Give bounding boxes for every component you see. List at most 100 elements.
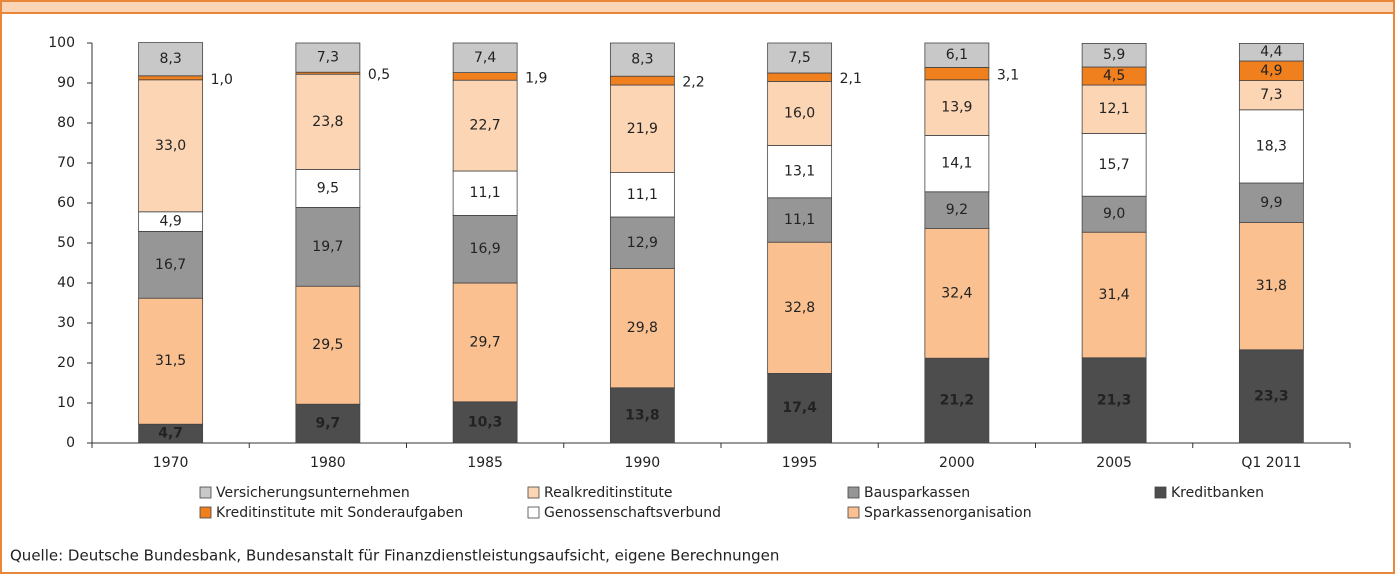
value-label: 13,1 bbox=[784, 164, 815, 180]
value-label: 7,4 bbox=[474, 50, 496, 66]
legend-label: Kreditbanken bbox=[1171, 485, 1264, 501]
value-label: 6,1 bbox=[946, 47, 968, 63]
value-label: 17,4 bbox=[782, 400, 817, 416]
bar-segment bbox=[924, 228, 990, 359]
value-label: 4,7 bbox=[158, 426, 183, 442]
bar-segment bbox=[1081, 43, 1147, 68]
x-tick-label: 1990 bbox=[625, 455, 661, 471]
y-tick-label: 100 bbox=[48, 35, 75, 51]
value-label: 1,9 bbox=[525, 70, 547, 86]
legend-swatch bbox=[199, 486, 212, 499]
y-tick-label: 70 bbox=[57, 155, 75, 171]
value-label: 13,9 bbox=[941, 100, 972, 116]
value-label: 29,5 bbox=[312, 337, 343, 353]
bar-segment bbox=[452, 282, 518, 403]
value-label: 31,4 bbox=[1099, 287, 1130, 303]
value-label: 9,2 bbox=[946, 202, 968, 218]
value-label: 12,1 bbox=[1099, 101, 1130, 117]
legend-label: Genossenschaftsverbund bbox=[544, 505, 721, 521]
y-tick-label: 40 bbox=[57, 275, 75, 291]
value-label: 23,8 bbox=[312, 114, 343, 130]
value-label: 4,9 bbox=[159, 214, 181, 230]
y-tick-label: 30 bbox=[57, 315, 75, 331]
bar-segment bbox=[609, 75, 675, 86]
bar-segment bbox=[924, 42, 990, 68]
value-label: 32,4 bbox=[941, 285, 972, 301]
y-tick-label: 0 bbox=[66, 435, 75, 451]
value-label: 21,2 bbox=[940, 393, 975, 409]
value-label: 15,7 bbox=[1099, 157, 1130, 173]
bar-segment bbox=[1081, 132, 1147, 197]
value-label: 2,1 bbox=[840, 71, 862, 87]
bar-segment bbox=[452, 401, 518, 444]
value-label: 0,5 bbox=[368, 67, 390, 83]
x-tick-label: Q1 2011 bbox=[1241, 455, 1301, 471]
bar-segment bbox=[1238, 349, 1304, 444]
bar-segment bbox=[1238, 182, 1304, 223]
bar-segment bbox=[609, 172, 675, 218]
value-label: 21,3 bbox=[1097, 392, 1132, 408]
x-tick-label: 2000 bbox=[939, 455, 975, 471]
value-label: 31,5 bbox=[155, 353, 186, 369]
legend-swatch bbox=[199, 506, 212, 519]
legend-label: Bausparkassen bbox=[864, 485, 970, 501]
value-label: 9,0 bbox=[1103, 206, 1125, 222]
value-label: 11,1 bbox=[627, 187, 658, 203]
value-label: 9,7 bbox=[315, 416, 340, 432]
bar-segment bbox=[138, 75, 204, 81]
legend-label: Kreditinstitute mit Sonderaufgaben bbox=[216, 505, 463, 521]
value-label: 4,5 bbox=[1103, 68, 1125, 84]
bar-segment bbox=[767, 72, 833, 82]
value-label: 7,3 bbox=[1260, 87, 1282, 103]
value-label: 9,9 bbox=[1260, 195, 1282, 211]
bar-segment bbox=[767, 241, 833, 374]
bar-segment bbox=[609, 387, 675, 444]
x-tick-label: 2005 bbox=[1096, 455, 1132, 471]
value-label: 7,3 bbox=[317, 50, 339, 66]
value-label: 7,5 bbox=[788, 50, 810, 66]
legend-swatch bbox=[527, 506, 540, 519]
x-tick-label: 1970 bbox=[153, 455, 189, 471]
value-label: 12,9 bbox=[627, 235, 658, 251]
value-label: 29,8 bbox=[627, 320, 658, 336]
value-label: 32,8 bbox=[784, 300, 815, 316]
bar-segment bbox=[609, 42, 675, 77]
y-tick-label: 90 bbox=[57, 75, 75, 91]
bar-segment bbox=[924, 134, 990, 193]
legend-label: Sparkassenorganisation bbox=[864, 505, 1032, 521]
value-label: 11,1 bbox=[470, 185, 501, 201]
bar-segment bbox=[1238, 80, 1304, 111]
x-tick-label: 1995 bbox=[782, 455, 818, 471]
value-label: 14,1 bbox=[941, 156, 972, 172]
header-band bbox=[0, 0, 1395, 14]
bar-segment bbox=[1238, 222, 1304, 351]
x-tick-label: 1980 bbox=[310, 455, 346, 471]
value-label: 8,3 bbox=[159, 51, 181, 67]
bar-segment bbox=[452, 72, 518, 81]
bar-segment bbox=[609, 216, 675, 269]
value-label: 16,7 bbox=[155, 257, 186, 273]
bar-segment bbox=[138, 230, 204, 299]
bar-segment bbox=[295, 403, 361, 444]
legend-label: Versicherungsunternehmen bbox=[216, 485, 410, 501]
value-label: 3,1 bbox=[997, 68, 1019, 84]
legend-swatch bbox=[1154, 486, 1167, 499]
bar-segment bbox=[924, 357, 990, 444]
bar-segment bbox=[609, 268, 675, 389]
value-label: 22,7 bbox=[470, 118, 501, 134]
value-label: 4,4 bbox=[1260, 44, 1282, 60]
bar-segment bbox=[1238, 43, 1304, 62]
bar-segment bbox=[924, 191, 990, 230]
value-label: 1,0 bbox=[211, 72, 233, 88]
y-tick-label: 20 bbox=[57, 355, 75, 371]
bar-segment bbox=[295, 168, 361, 208]
value-label: 21,9 bbox=[627, 121, 658, 137]
value-label: 19,7 bbox=[312, 239, 343, 255]
y-tick-label: 80 bbox=[57, 115, 75, 131]
value-label: 33,0 bbox=[155, 138, 186, 154]
value-label: 16,0 bbox=[784, 105, 815, 121]
bar-segment bbox=[452, 79, 518, 172]
y-tick-label: 10 bbox=[57, 395, 75, 411]
